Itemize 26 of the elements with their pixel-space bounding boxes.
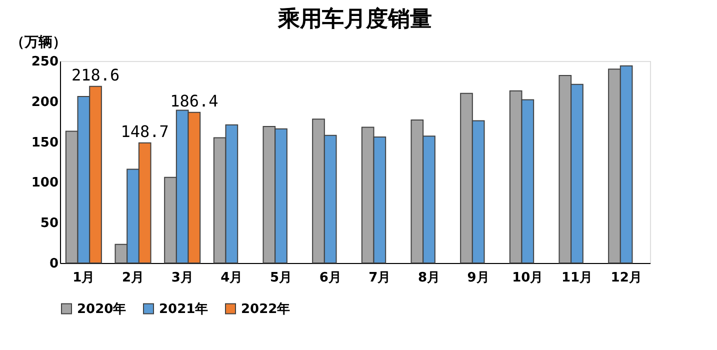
y-tick-label: 0: [49, 256, 58, 272]
x-tick-label: 2月: [122, 270, 144, 286]
data-label: 148.7: [120, 122, 169, 141]
legend-label: 2021年: [159, 302, 208, 317]
x-tick-label: 3月: [171, 270, 194, 286]
legend-label: 2020年: [77, 302, 126, 317]
x-tick-label: 6月: [319, 270, 342, 286]
x-tick-label: 10月: [512, 270, 544, 286]
x-tick-label: 4月: [220, 270, 243, 286]
y-tick-label: 50: [40, 216, 58, 232]
legend-label: 2022年: [241, 302, 290, 317]
x-tick-label: 12月: [610, 270, 642, 286]
chart-title: 乘用车月度销量: [277, 6, 432, 32]
y-axis-title: （万辆）: [10, 34, 66, 50]
data-label: 186.4: [170, 91, 218, 110]
y-tick-label: 200: [31, 94, 58, 110]
y-tick-label: 100: [31, 176, 58, 191]
y-tick-label: 150: [31, 135, 58, 150]
x-tick-label: 9月: [467, 270, 490, 286]
x-tick-label: 7月: [368, 270, 391, 286]
x-tick-label: 8月: [418, 270, 440, 286]
x-tick-label: 1月: [72, 270, 95, 286]
data-label: 218.6: [71, 65, 120, 84]
y-tick-label: 250: [31, 54, 58, 70]
x-tick-label: 11月: [561, 270, 593, 286]
x-tick-label: 5月: [270, 270, 292, 286]
